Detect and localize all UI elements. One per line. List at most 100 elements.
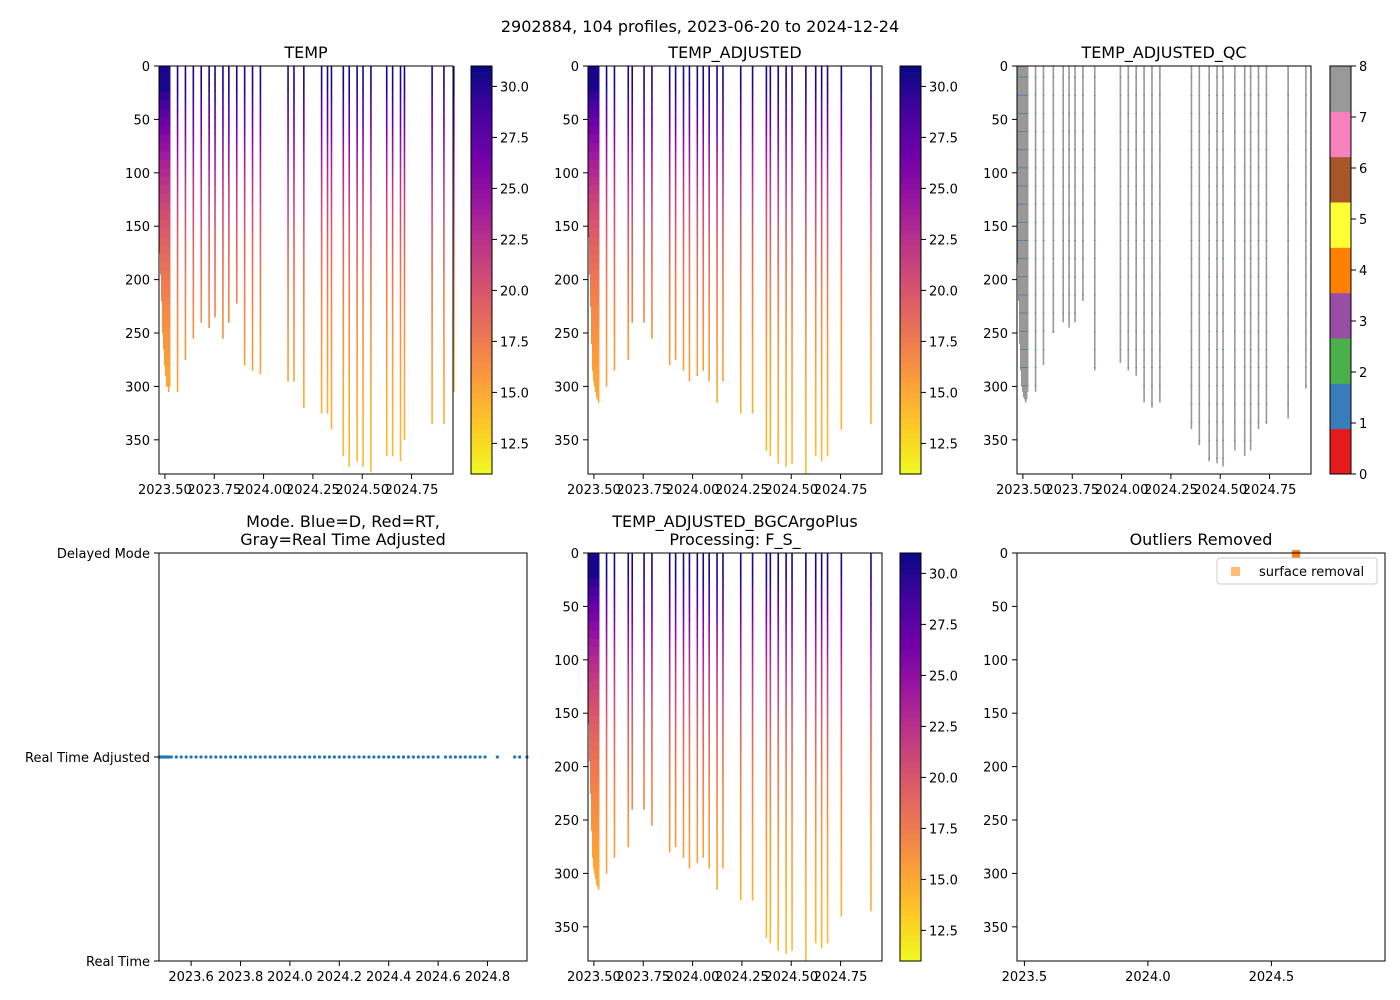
profile-segment — [164, 142, 167, 152]
profile-segment — [613, 262, 616, 272]
profile-segment — [597, 869, 600, 879]
profile-segment — [588, 202, 590, 212]
profile-segment — [192, 74, 195, 84]
profile-segment — [627, 142, 630, 152]
profile-segment — [590, 689, 593, 699]
profile-segment — [591, 809, 594, 819]
profile-segment — [1135, 330, 1137, 332]
profile-segment — [303, 271, 305, 281]
profile-segment — [403, 296, 406, 306]
profile-segment — [168, 330, 171, 340]
profile-segment — [348, 177, 351, 187]
profile-segment — [595, 347, 598, 357]
profile-segment — [591, 347, 594, 357]
profile-segment — [588, 108, 590, 118]
profile-segment — [200, 305, 203, 315]
profile-segment — [362, 194, 364, 204]
profile-segment — [870, 236, 872, 246]
profile-segment — [674, 125, 677, 135]
profile-segment — [251, 305, 254, 315]
profile-segment — [777, 407, 780, 417]
profile-segment — [399, 365, 402, 375]
profile-segment — [391, 416, 394, 426]
profile-segment — [1208, 66, 1210, 462]
profile-segment — [820, 117, 823, 127]
profile-segment — [362, 296, 364, 306]
profile-segment — [293, 279, 295, 289]
profile-segment — [651, 108, 653, 118]
profile-5 — [163, 66, 166, 366]
profile-segment — [674, 228, 677, 238]
profile-segment — [769, 382, 772, 392]
profile-segment — [627, 185, 630, 195]
profile-segment — [192, 330, 195, 339]
profile-segment — [668, 723, 671, 733]
profile-segment — [1026, 76, 1029, 78]
profile-segment — [627, 245, 630, 255]
profile-segment — [453, 177, 455, 187]
profile-segment — [303, 177, 305, 187]
profile-segment — [399, 356, 402, 366]
profile-segment — [716, 305, 718, 315]
profile-segment — [1017, 203, 1019, 205]
profile-12 — [613, 66, 616, 371]
profile-segment — [651, 228, 653, 238]
profile-segment — [1062, 294, 1064, 296]
profile-segment — [716, 245, 718, 255]
y-tick-label: 200 — [125, 274, 150, 289]
profile-22 — [259, 66, 262, 375]
profile-segment — [1119, 312, 1122, 314]
profile-segment — [356, 66, 358, 75]
profile-segment — [431, 390, 433, 400]
profile-segment — [1074, 149, 1076, 151]
profile-segment — [214, 177, 216, 187]
profile-segment — [1017, 258, 1020, 260]
colorbar-segment — [471, 300, 492, 307]
profile-segment — [840, 347, 843, 357]
profile-segment — [228, 142, 230, 152]
profile-segment — [370, 211, 372, 221]
profile-segment — [820, 390, 823, 400]
profile-segment — [596, 655, 599, 665]
profile-segment — [682, 330, 685, 340]
profile-segment — [826, 407, 829, 417]
profile-segment — [1190, 112, 1193, 114]
profile-segment — [651, 740, 653, 750]
profile-segment — [668, 706, 671, 716]
profile-segment — [595, 66, 598, 75]
profile-segment — [162, 296, 165, 306]
profile-segment — [739, 83, 742, 93]
profile-segment — [708, 142, 710, 152]
profile-segment — [166, 262, 169, 272]
colorbar-segment — [471, 264, 492, 271]
colorbar-segment — [1330, 292, 1351, 339]
profile-segment — [228, 296, 230, 306]
profile-segment — [805, 134, 807, 144]
profile-segment — [651, 313, 653, 323]
profile-segment — [674, 168, 677, 178]
profile-segment — [696, 177, 699, 187]
profile-segment — [356, 296, 358, 306]
profile-segment — [235, 194, 238, 204]
profile-segment — [631, 202, 634, 212]
profile-segment — [228, 228, 230, 238]
profile-segment — [751, 313, 754, 323]
profile-segment — [1208, 167, 1210, 169]
profile-segment — [613, 629, 616, 639]
profile-segment — [1222, 66, 1224, 467]
profile-segment — [605, 775, 608, 785]
profile-segment — [176, 100, 179, 110]
colorbar-tick-label: 4 — [1359, 264, 1367, 279]
profile-segment — [443, 219, 445, 229]
profile-segment — [594, 578, 597, 588]
profile-segment — [159, 168, 162, 178]
profile-segment — [399, 253, 402, 263]
profile-segment — [162, 100, 165, 110]
profile-segment — [228, 194, 230, 204]
profile-segment — [287, 108, 289, 118]
profile-segment — [592, 715, 595, 725]
profile-segment — [674, 698, 677, 708]
profile-segment — [589, 604, 592, 614]
profile-segment — [590, 740, 593, 750]
profile-segment — [159, 177, 162, 187]
